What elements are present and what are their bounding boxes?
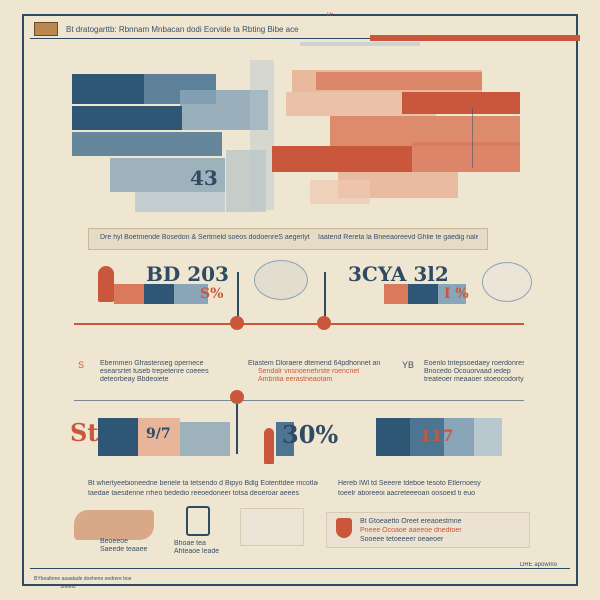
pin-right (324, 272, 326, 318)
caption-row (88, 228, 488, 250)
mid-left-line-1: Ebernmen Gfrastenseg opernece (100, 360, 204, 367)
mid-right-line-1: Eoenlo tntepsoedaey roerdonres ea (424, 360, 524, 367)
card-mid-line-1: Bhoae tea (174, 540, 206, 547)
band2-left-big: St (70, 418, 99, 447)
mid-right-line-3: treateoer meaaoer stoeocodorty (424, 376, 524, 383)
header-rule (30, 38, 570, 39)
figure-icon-mid (264, 428, 274, 464)
page-frame (22, 14, 578, 586)
lower-right-line-2: toeelr aboreeoi aacreteeeoan oosoeid ti … (338, 490, 475, 497)
card-right-line-1: Bt Gtoeaetto Oreet ereaoestmne (360, 518, 462, 525)
mid-center-line-1: Etastem Dloraere dtemend 64pdhonnet aneo… (248, 360, 380, 367)
header-faint-strip (300, 42, 420, 46)
timeline-marker-1 (230, 316, 244, 330)
stat-left-pct: S% (200, 286, 224, 302)
footer-left-sub: Sheelo (60, 584, 76, 590)
shield-icon (336, 518, 352, 538)
mid-right-line-2: Bnocedo Ocouorvaad iedep (424, 368, 511, 375)
stat-left-big: BD 203 (146, 262, 229, 286)
caption-right: Iaatend Rereta la Bneeaoreevd Ghlie te g… (318, 234, 478, 241)
band2-right-num: 117 (420, 426, 454, 445)
badge-right (482, 262, 532, 302)
card-mid-line-2: Ahteaoe leade (174, 548, 220, 555)
lower-left-line-2: taedae taesdenne rrheo bededio reeoedone… (88, 490, 299, 497)
hero-graphic: 43 (0, 0, 600, 220)
figure-icon-left (98, 266, 114, 302)
footer-left: BYbeattone aaaatade doehene eedrere boe (34, 576, 132, 582)
footer-rule (30, 568, 570, 569)
mid-center-line-2: Sendalr vnsnoenehrste roencnet (258, 368, 360, 375)
band2-left-num: 9/7 (146, 426, 171, 442)
footer-right: DRE apowmo (520, 562, 558, 568)
mid-right-heading: YB (402, 360, 415, 370)
card-left-line-2: Saeede teaaee (100, 546, 148, 553)
timeline-marker-2 (317, 316, 331, 330)
stat-right-pct: I % (444, 286, 469, 302)
stat-right-big: 3CYA 3l2 (348, 262, 449, 286)
mid-left-line-2: esearsrtet tuseb trepetenre coeees (100, 368, 209, 375)
timeline-line (74, 323, 524, 325)
header-accent-bar (370, 35, 580, 41)
header-title: Bt dratogarttb: Rbnnam Mnbacan dodi Eorv… (66, 25, 299, 34)
section-rule (74, 400, 524, 401)
badge-center (254, 260, 308, 300)
mid-left-heading: S (78, 360, 85, 370)
info-card (240, 508, 304, 546)
lower-right-line-1: Hereb IWl td Seeere tdeboe tesoto Etlern… (338, 480, 481, 487)
shield-card (326, 512, 530, 548)
mid-center-line-3: Ambntia eerastneaotam (258, 376, 333, 383)
mid-left-line-3: deteorbeay Bbdeoiete (100, 376, 169, 383)
header-top-label: TF (326, 12, 334, 18)
caption-left: Dre hyl Boetmende Bosedon & Sertmeld soe… (100, 234, 310, 241)
hero-number: 43 (190, 166, 218, 190)
card-right-line-2: Pneee Ocoaoe aaeeoe dnedtoer (360, 527, 462, 534)
card-left-line-1: Beoeeoe (100, 538, 129, 545)
timeline-marker-3 (230, 390, 244, 404)
pin-left (237, 272, 239, 318)
hand-money-illustration (74, 510, 154, 540)
logo-badge (34, 22, 58, 36)
card-right-line-3: Sooeee tetoeeeer oeaeoer (360, 536, 444, 543)
pin-mid (236, 404, 238, 454)
lower-left-line-1: Bt whertyeebioneedne beriele ta tetsendo… (88, 480, 318, 487)
scale-icon (186, 506, 210, 536)
band2-mid-big: 30% (282, 420, 339, 449)
